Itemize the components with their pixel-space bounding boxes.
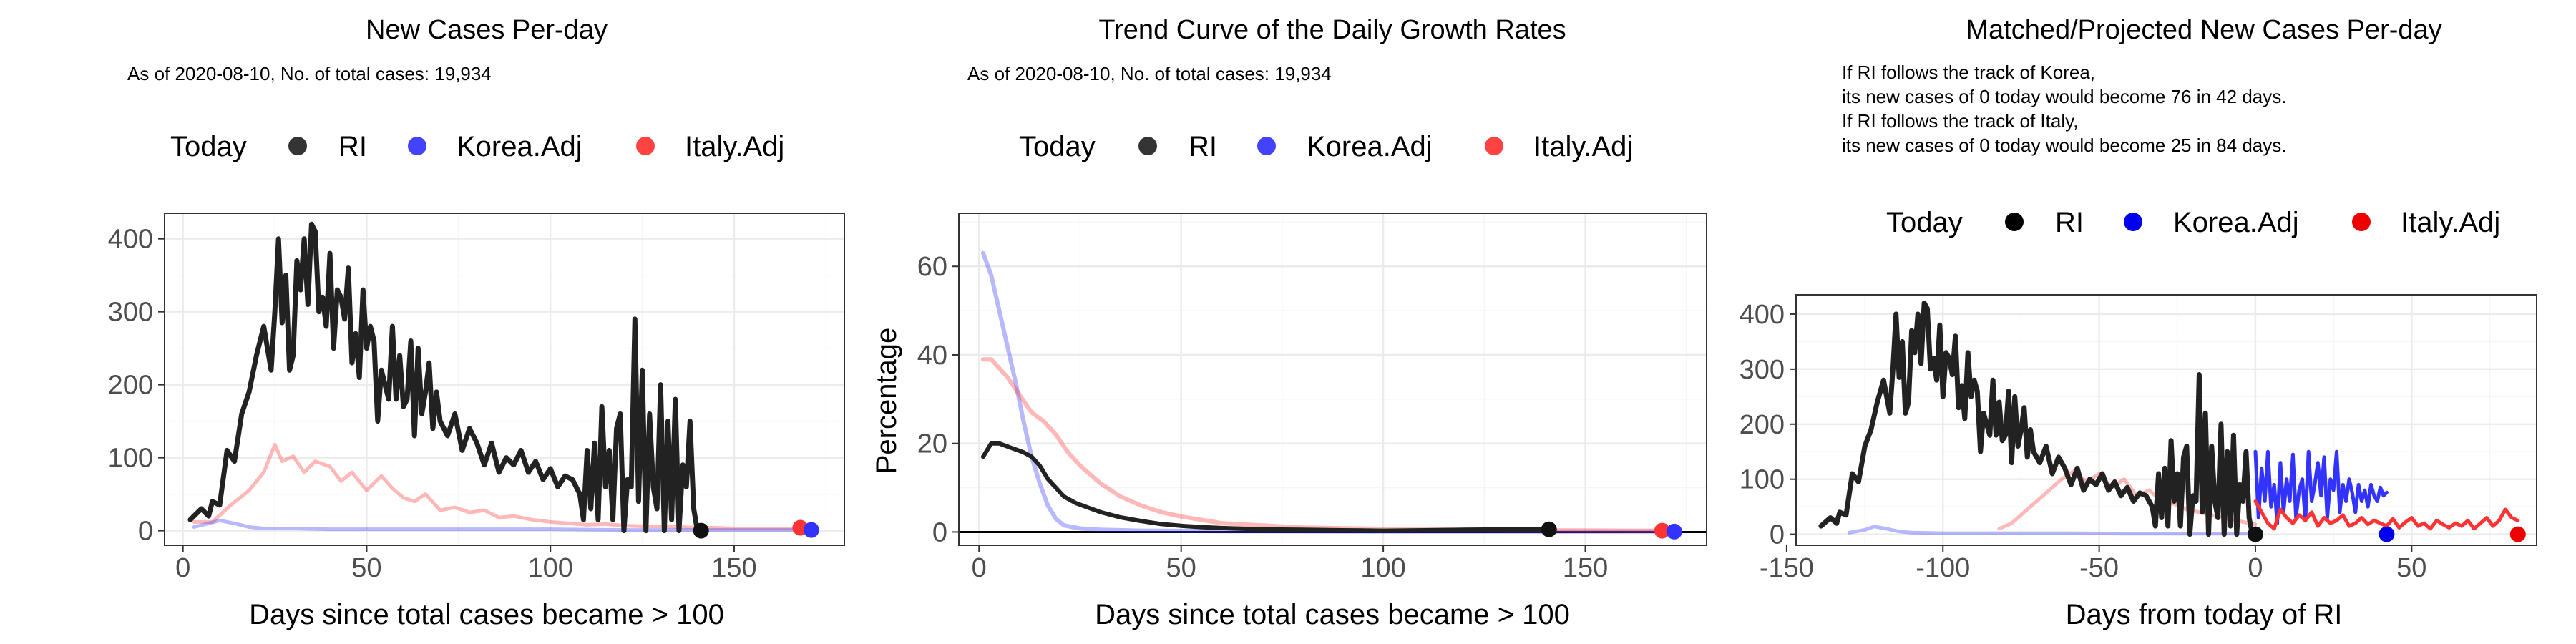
x-tick-label: 50 <box>351 553 381 583</box>
legend-label-ri: RI <box>2055 207 2084 238</box>
x-tick-label: 0 <box>2248 553 2263 583</box>
panel-background <box>959 213 1707 545</box>
chart-subtitle-line-1: If RI follows the track of Korea, <box>1842 62 2095 83</box>
y-tick-label: 400 <box>1740 300 1785 330</box>
series-line-korea-adj <box>980 250 1677 534</box>
x-tick-label: 0 <box>175 553 190 583</box>
x-tick-label: 150 <box>711 553 756 583</box>
x-tick-label: -50 <box>2079 553 2119 583</box>
panel-border <box>164 213 845 546</box>
legend-key-ri <box>2005 213 2024 231</box>
legend-key-italy <box>1485 137 1503 155</box>
legend-key-italy <box>636 137 655 155</box>
panel-background <box>165 213 844 545</box>
legend-key-italy <box>2352 213 2371 231</box>
today-marker-korea-adj <box>803 522 819 538</box>
x-tick-label: 100 <box>527 553 572 583</box>
chart-subtitle-line-3: If RI follows the track of Italy, <box>1842 110 2078 132</box>
legend-key-ri <box>1138 137 1157 155</box>
legend-label-italy: Italy.Adj <box>685 131 784 162</box>
x-tick-label: 100 <box>1360 553 1405 583</box>
panel-border <box>958 213 1707 546</box>
legend-key-korea <box>1257 137 1276 155</box>
today-marker-italy-adj <box>1654 522 1670 539</box>
series-group <box>1818 301 2520 537</box>
legend-key-korea <box>408 137 426 155</box>
chart-subtitle-line-2: its new cases of 0 today would become 76… <box>1842 86 2286 107</box>
y-tick-label: 300 <box>1740 355 1785 385</box>
y-tick-label: 0 <box>932 517 947 547</box>
legend-label-italy: Italy.Adj <box>1533 131 1633 162</box>
y-tick-label: 60 <box>917 252 947 282</box>
y-tick-label: 200 <box>108 371 153 401</box>
x-axis-title: Days from today of RI <box>2066 599 2343 630</box>
x-tick-label: -100 <box>1916 553 1970 583</box>
y-axis-title: Percentage <box>871 328 902 474</box>
chart-subtitle: As of 2020-08-10, No. of total cases: 19… <box>967 63 1332 84</box>
legend-label-ri: RI <box>1189 131 1217 162</box>
plot-area: 0 50 100 150 0 100 200 300 400 <box>108 213 845 583</box>
today-marker-ri <box>1541 521 1557 537</box>
x-tick-label: -150 <box>1760 553 1814 583</box>
x-tick-label: 0 <box>972 553 987 583</box>
plot-area: -150 -100 -50 0 50 0 100 200 300 400 <box>1740 294 2537 583</box>
legend-label-korea: Korea.Adj <box>2173 207 2299 238</box>
y-tick-label: 0 <box>1770 520 1785 550</box>
legend-title: Today <box>170 131 247 162</box>
y-tick-label: 0 <box>138 517 153 547</box>
y-tick-label: 400 <box>108 225 153 255</box>
legend-key-ri <box>288 137 307 155</box>
series-line-ri <box>1818 301 2258 537</box>
legend-label-korea: Korea.Adj <box>457 131 582 162</box>
today-marker-korea-adj <box>2379 526 2395 542</box>
today-marker-ri <box>693 522 709 539</box>
series-line-ri <box>980 441 1551 533</box>
chart-title: Trend Curve of the Daily Growth Rates <box>1098 15 1566 45</box>
chart-subtitle: As of 2020-08-10, No. of total cases: 19… <box>127 63 492 84</box>
legend: Today RI Korea.Adj Italy.Adj <box>1886 207 2500 238</box>
x-tick-label: 150 <box>1563 553 1608 583</box>
chart-matched-projected: Matched/Projected New Cases Per-day If R… <box>1740 15 2537 630</box>
series-group <box>187 221 814 534</box>
legend-label-ri: RI <box>338 131 367 162</box>
today-marker-ri <box>2247 526 2263 542</box>
series-line-italy-adj <box>2253 499 2520 531</box>
legend-title: Today <box>1886 207 1963 238</box>
legend-label-italy: Italy.Adj <box>2401 207 2500 238</box>
today-marker-italy-adj <box>2509 526 2526 542</box>
plot-area: 0 50 100 150 0 20 40 60 <box>917 213 1707 583</box>
x-axis-title: Days since total cases became > 100 <box>249 599 724 630</box>
y-tick-label: 100 <box>1740 465 1785 495</box>
y-tick-label: 20 <box>917 429 947 459</box>
x-tick-label: 50 <box>2396 553 2426 583</box>
series-group <box>959 250 1707 534</box>
today-marker-korea-adj <box>1666 523 1682 540</box>
y-tick-label: 300 <box>108 298 153 328</box>
y-tick-label: 100 <box>108 444 153 474</box>
chart-title: Matched/Projected New Cases Per-day <box>1966 15 2441 45</box>
y-tick-label: 200 <box>1740 410 1785 440</box>
chart-new-cases-per-day: New Cases Per-day As of 2020-08-10, No. … <box>108 15 845 630</box>
legend: Today RI Korea.Adj Italy.Adj <box>1019 131 1633 162</box>
x-tick-label: 50 <box>1166 553 1196 583</box>
series-line-korea-adj <box>1847 525 2258 536</box>
legend-title: Today <box>1019 131 1096 162</box>
x-axis-title: Days since total cases became > 100 <box>1095 599 1570 630</box>
y-tick-label: 40 <box>917 341 947 371</box>
series-line-korea-adj <box>192 518 814 532</box>
series-line-italy-adj <box>192 442 802 530</box>
chart-subtitle-line-4: its new cases of 0 today would become 25… <box>1842 135 2286 156</box>
series-line-ri <box>187 221 704 534</box>
legend-label-korea: Korea.Adj <box>1307 131 1433 162</box>
panel-border <box>1795 294 2537 546</box>
chart-title: New Cases Per-day <box>366 15 608 45</box>
legend: Today RI Korea.Adj Italy.Adj <box>170 131 784 162</box>
legend-key-korea <box>2124 213 2142 231</box>
chart-growth-rates: Trend Curve of the Daily Growth Rates As… <box>871 15 1707 630</box>
